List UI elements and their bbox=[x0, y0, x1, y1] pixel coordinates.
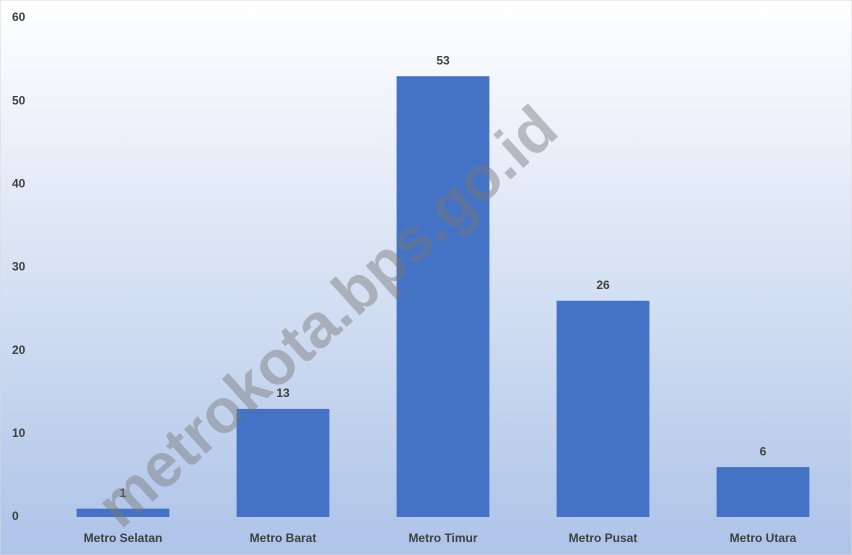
data-label: 6 bbox=[760, 444, 767, 458]
data-label: 13 bbox=[276, 386, 290, 400]
bar bbox=[716, 467, 810, 517]
data-label: 1 bbox=[120, 486, 127, 500]
bar bbox=[556, 300, 650, 517]
x-tick-label: Metro Pusat bbox=[569, 531, 638, 545]
y-tick-label: 0 bbox=[12, 509, 19, 523]
y-tick-label: 10 bbox=[12, 426, 26, 440]
data-label: 53 bbox=[436, 53, 450, 67]
bar bbox=[396, 76, 490, 517]
y-tick-label: 60 bbox=[12, 10, 26, 24]
bar bbox=[76, 508, 170, 517]
x-tick-label: Metro Barat bbox=[250, 531, 317, 545]
y-tick-label: 40 bbox=[12, 177, 26, 191]
bar bbox=[236, 408, 330, 517]
data-label: 26 bbox=[596, 278, 610, 292]
x-tick-label: Metro Timur bbox=[408, 531, 477, 545]
y-tick-label: 30 bbox=[12, 260, 26, 274]
y-tick-label: 50 bbox=[12, 93, 26, 107]
y-tick-label: 20 bbox=[12, 343, 26, 357]
x-tick-label: Metro Utara bbox=[730, 531, 797, 545]
x-tick-label: Metro Selatan bbox=[84, 531, 163, 545]
